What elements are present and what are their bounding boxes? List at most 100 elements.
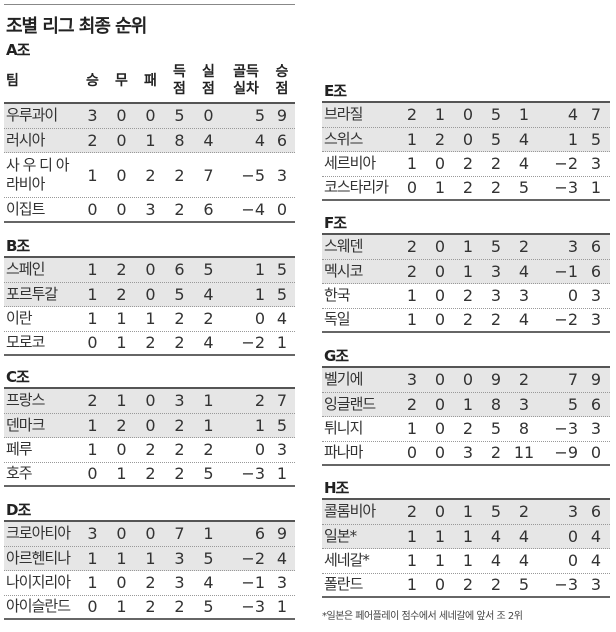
stat-cell: 1 xyxy=(203,415,214,435)
stat-cell: −2 xyxy=(554,154,578,174)
column-header: 승 xyxy=(86,72,99,89)
table-row: 덴마크 1 2 0 2 1 1 5 xyxy=(4,413,295,438)
stat-cell: 0 xyxy=(116,130,127,150)
stat-cell: 5 xyxy=(490,237,502,257)
stat-cell: −1 xyxy=(241,573,265,593)
table-row: 벨기에 3 0 0 9 2 7 9 xyxy=(322,368,610,393)
header-rule xyxy=(4,387,295,389)
stat-cell: 0 xyxy=(145,284,156,304)
stat-cell: 0 xyxy=(567,526,578,546)
stat-cell: 5 xyxy=(490,502,502,522)
team-name: 페루 xyxy=(6,440,33,459)
stat-cell: 3 xyxy=(590,575,602,595)
group-label: E조 xyxy=(324,82,347,100)
stat-cell: 1 xyxy=(87,440,98,460)
stat-cell: 0 xyxy=(434,261,446,281)
stat-cell: 1 xyxy=(145,309,156,329)
stat-cell: 1 xyxy=(116,333,127,353)
stat-cell: 8 xyxy=(490,394,502,414)
stat-cell: −2 xyxy=(241,548,265,568)
stat-cell: 7 xyxy=(174,524,185,544)
table-row: 일본* 1 1 1 4 4 0 4 xyxy=(322,524,610,549)
stat-cell: 3 xyxy=(276,440,288,460)
group-table: B조 스페인 1 2 0 6 5 1 5 포르투갈 1 2 0 5 4 1 5 이란 1 1 1 2 2 0 4 모로코 0 1 2 2 4… xyxy=(4,236,295,356)
stat-cell: 0 xyxy=(145,524,156,544)
table-row: 러시아 2 0 1 8 4 4 6 xyxy=(4,128,295,153)
stat-cell: 3 xyxy=(590,286,602,306)
table-row: 스웨덴 2 0 1 5 2 3 6 xyxy=(322,235,610,260)
stat-cell: 0 xyxy=(567,286,578,306)
stat-cell: 2 xyxy=(406,394,418,414)
table-row: 잉글랜드 2 0 1 8 3 5 6 xyxy=(322,392,610,417)
stat-cell: 2 xyxy=(406,237,418,257)
stat-cell: 4 xyxy=(203,284,214,304)
stat-cell: 1 xyxy=(87,309,98,329)
stat-cell: 0 xyxy=(434,419,446,439)
column-header: 팀 xyxy=(6,72,19,89)
stat-cell: 6 xyxy=(590,502,602,522)
stat-cell: 0 xyxy=(276,199,288,219)
table-row: 크로아티아 3 0 0 7 1 6 9 xyxy=(4,522,295,547)
stat-cell: −3 xyxy=(554,178,578,198)
team-name: 잉글랜드 xyxy=(324,394,376,413)
stat-cell: 1 xyxy=(406,129,418,149)
team-name: 사 우 디 아 라비아 xyxy=(6,156,70,193)
stat-cell: 0 xyxy=(145,415,156,435)
stat-cell: 5 xyxy=(174,106,185,126)
stat-cell: 2 xyxy=(203,309,214,329)
stat-cell: 3 xyxy=(276,165,288,185)
stat-cell: 1 xyxy=(406,310,418,330)
stat-cell: 1 xyxy=(434,526,446,546)
stat-cell: 11 xyxy=(513,443,535,463)
stat-cell: 1 xyxy=(462,551,474,571)
stat-cell: 1 xyxy=(276,333,288,353)
stat-cell: 0 xyxy=(116,440,127,460)
stat-cell: 2 xyxy=(406,105,418,125)
column-header: 실 점 xyxy=(202,64,215,97)
stat-cell: −4 xyxy=(241,199,265,219)
stat-cell: 2 xyxy=(174,309,185,329)
stat-cell: 0 xyxy=(567,551,578,571)
team-name: 세르비아 xyxy=(324,154,376,173)
stat-cell: 1 xyxy=(590,178,602,198)
group-label: C조 xyxy=(6,368,30,386)
stat-cell: 4 xyxy=(590,551,602,571)
stat-cell: 8 xyxy=(518,419,530,439)
stat-cell: 2 xyxy=(174,165,185,185)
stat-cell: 1 xyxy=(462,394,474,414)
stat-cell: −3 xyxy=(241,464,265,484)
stat-cell: 0 xyxy=(145,106,156,126)
group-table: G조 벨기에 3 0 0 9 2 7 9 잉글랜드 2 0 1 8 3 5 6 튀니지 1 0 2 5 8 −3 3 파나마 0 0 3… xyxy=(322,346,610,466)
stat-cell: 2 xyxy=(174,415,185,435)
table-row: 아르헨티나 1 1 1 3 5 −2 4 xyxy=(4,546,295,571)
table-row: 스페인 1 2 0 6 5 1 5 xyxy=(4,258,295,283)
stat-cell: 1 xyxy=(462,502,474,522)
header-rule xyxy=(322,366,610,368)
table-row: 우루과이 3 0 0 5 0 5 9 xyxy=(4,104,295,129)
table-row: 사 우 디 아 라비아 1 0 2 2 7 −5 3 xyxy=(4,153,295,198)
table-row: 스위스 1 2 0 5 4 1 5 xyxy=(322,127,610,152)
stat-cell: 2 xyxy=(116,415,127,435)
stat-cell: 4 xyxy=(490,551,502,571)
stat-cell: 4 xyxy=(490,526,502,546)
stat-cell: 5 xyxy=(518,575,530,595)
stat-cell: 1 xyxy=(87,165,98,185)
team-name: 멕시코 xyxy=(324,261,363,280)
stat-cell: 2 xyxy=(462,178,474,198)
team-name: 코스타리카 xyxy=(324,178,389,197)
stat-cell: 3 xyxy=(145,199,156,219)
stat-cell: 7 xyxy=(590,105,602,125)
stat-cell: 1 xyxy=(87,284,98,304)
table-row: 멕시코 2 0 1 3 4 −1 6 xyxy=(322,259,610,284)
stat-cell: 9 xyxy=(490,370,502,390)
group-table: F조 스웨덴 2 0 1 5 2 3 6 멕시코 2 0 1 3 4 −1 6 한국 1 0 2 3 3 0 3 독일 1 0 2 2 4−… xyxy=(322,213,610,333)
table-row: 세르비아 1 0 2 2 4 −2 3 xyxy=(322,152,610,177)
stat-cell: 1 xyxy=(254,260,265,280)
group-label: F조 xyxy=(324,214,347,232)
stat-cell: 2 xyxy=(145,165,156,185)
stat-cell: 3 xyxy=(276,573,288,593)
stat-cell: 5 xyxy=(590,129,602,149)
stat-cell: 0 xyxy=(87,199,98,219)
stat-cell: 1 xyxy=(87,573,98,593)
stat-cell: 6 xyxy=(590,237,602,257)
